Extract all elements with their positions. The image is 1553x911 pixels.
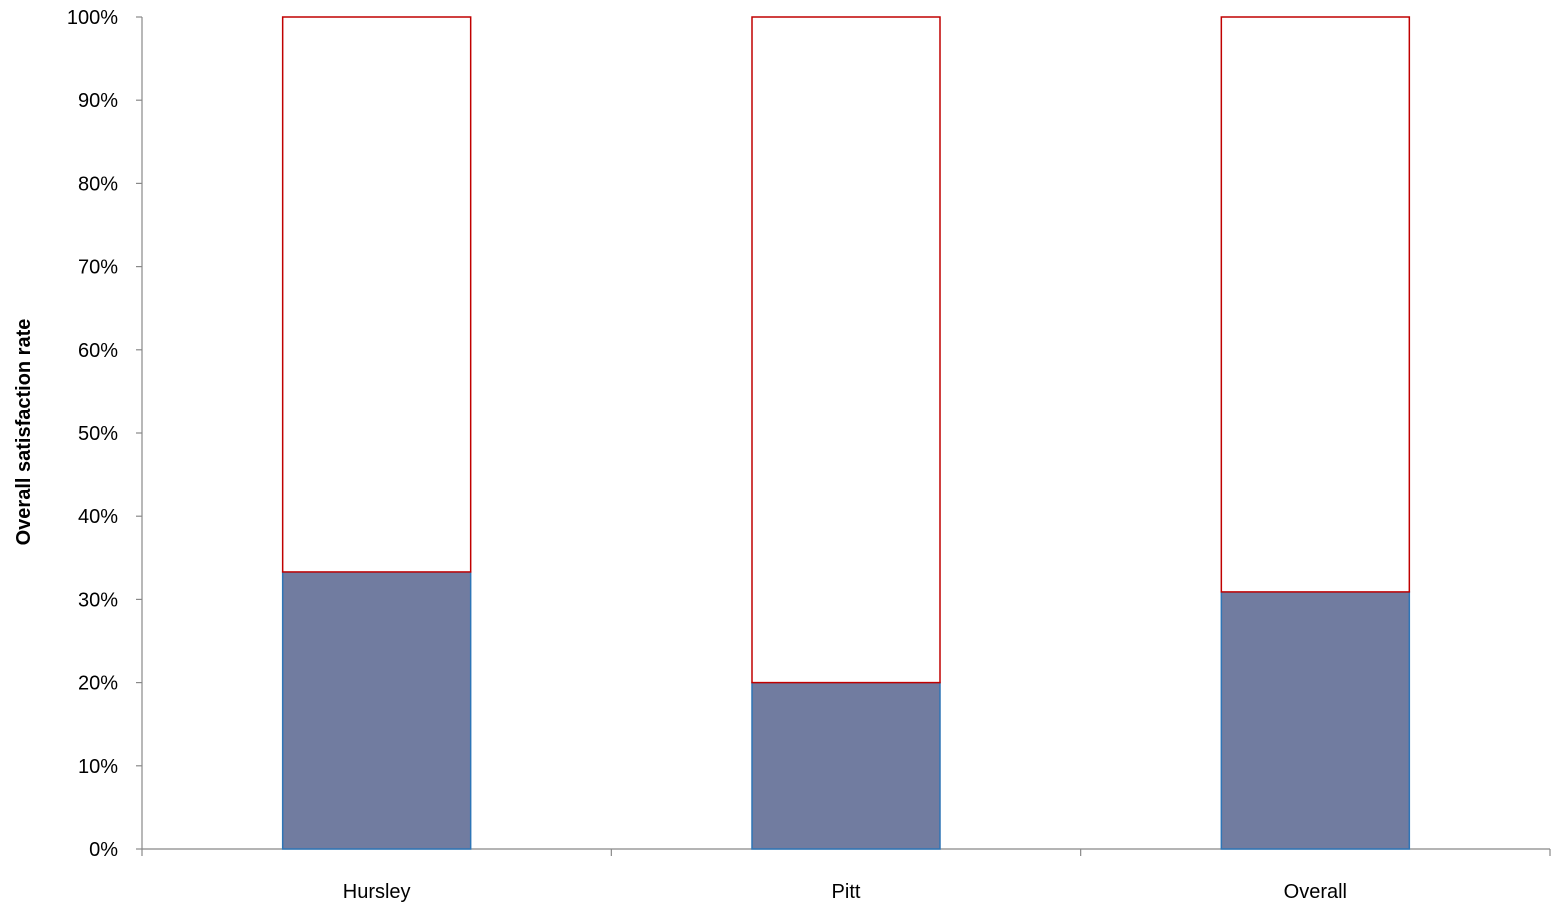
bar-segment-pitt-1	[751, 681, 941, 850]
bar-segment-hursley-1	[281, 571, 472, 850]
y-tick-label: 70%	[78, 257, 118, 279]
bar-segment-overall-1	[1220, 591, 1411, 850]
y-tick-label: 30%	[78, 589, 118, 611]
y-tick-label: 0%	[89, 839, 118, 861]
x-category-label: Pitt	[832, 881, 861, 903]
y-tick-label: 50%	[78, 423, 118, 445]
y-tick-label: 10%	[78, 756, 118, 778]
y-tick-label: 20%	[78, 673, 118, 695]
bar-segment-pitt-2	[751, 16, 941, 684]
labels: 0% 10% 20% 30% 40% 50% 60% 70% 80% 90% 100% Hursley…	[67, 7, 1347, 903]
y-tick-label: 90%	[78, 90, 118, 112]
y-axis-title: Overall satisfaction rate	[13, 319, 35, 546]
x-category-label: Hursley	[343, 881, 411, 903]
bar-segment-overall-2	[1220, 16, 1411, 593]
x-category-label: Overall	[1284, 881, 1347, 903]
bars	[281, 16, 1411, 850]
bar-segment-hursley-2	[281, 16, 472, 573]
y-tick-label: 80%	[78, 173, 118, 195]
y-tick-label: 40%	[78, 506, 118, 528]
y-tick-label: 100%	[67, 7, 118, 29]
y-tick-label: 60%	[78, 340, 118, 362]
